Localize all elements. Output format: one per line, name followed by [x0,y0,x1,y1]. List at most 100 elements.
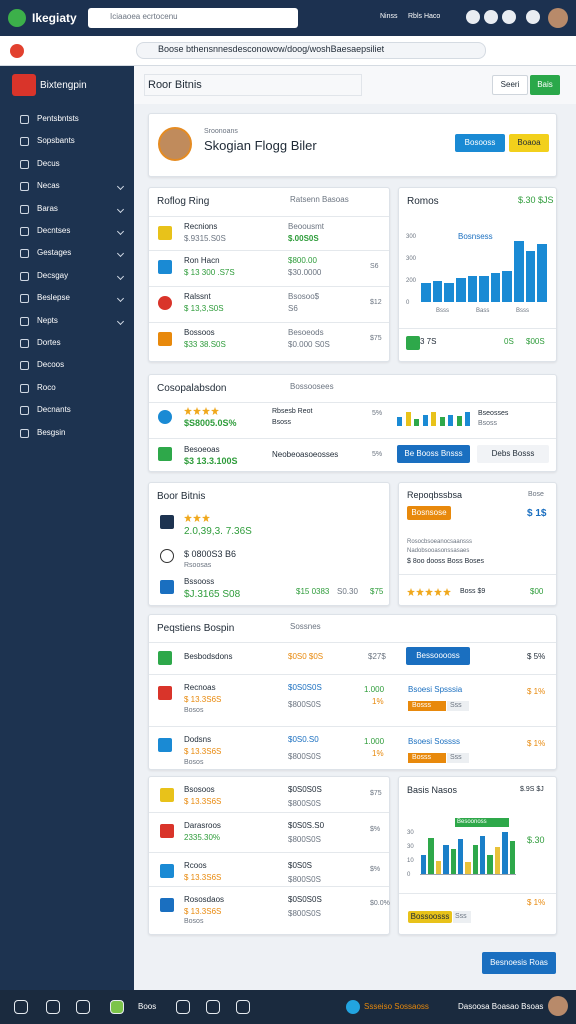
taskbar-icon[interactable] [110,1000,124,1014]
app-name: Ikegiaty [32,11,77,25]
chart-footer: $00S [526,337,545,346]
nav-item[interactable]: Beslepse [37,293,70,303]
taskbar-icon[interactable] [76,1000,90,1014]
button-label[interactable]: Bosooss [464,137,496,147]
report-value: $ 1$ [527,508,547,519]
nav-icon[interactable] [20,271,29,281]
taskbar-icon[interactable] [346,1000,360,1014]
search-box[interactable] [88,8,298,28]
toolbar-icon[interactable] [526,10,540,24]
button[interactable] [455,134,505,152]
nav-icon[interactable] [20,428,29,438]
taskbar-label[interactable]: Boos [138,1002,157,1011]
nav-item[interactable]: Baras [37,203,58,213]
avatar[interactable] [548,8,568,28]
button-label[interactable]: Bosnsose [411,507,447,517]
nav-item[interactable]: Decsgay [37,270,69,280]
button[interactable] [406,647,470,665]
taskbar-label[interactable]: Dasoosa Boasao Bsoas [458,1002,544,1011]
button[interactable] [492,75,528,95]
nav-icon[interactable] [20,137,29,147]
button-label[interactable]: Debs Bosss [491,448,535,458]
row-count: 1.000 [364,737,385,746]
card-link[interactable]: Bose [528,491,544,498]
button[interactable] [397,445,470,463]
divider [149,886,389,887]
icon [160,824,174,838]
star-icon [416,588,424,596]
url-text[interactable]: Boose bthensnnesdesconowow/doog/woshBaes… [158,44,385,54]
button[interactable] [477,445,549,463]
nav-icon[interactable] [20,182,29,192]
row-rate: 1% [372,749,384,758]
button-label[interactable]: Be Booss Bnsss [404,448,463,458]
taskbar-icon[interactable] [14,1000,28,1014]
nav-icon[interactable] [20,339,29,348]
row-side: $75 [370,587,384,596]
toolbar-icon[interactable] [484,10,498,24]
nav-item[interactable]: Decus [37,158,60,168]
row-amount: $J.3165 S08 [184,589,241,600]
nav-icon[interactable] [20,294,29,304]
row-name: Darasroos [184,821,221,830]
taskbar-icon[interactable] [236,1000,250,1014]
button-label[interactable]: Bessooooss [416,650,460,660]
button-label[interactable]: Bais [537,79,553,89]
primary-button-label[interactable]: Besnoesis Roas [490,957,548,967]
nav-icon[interactable] [20,316,29,326]
nav-item[interactable]: Nepts [37,315,58,325]
page-title: Roor Bitnis [148,79,202,91]
toolbar-icon[interactable] [466,10,480,24]
nav-item[interactable]: Besgsin [37,427,66,437]
nav-item[interactable]: Decnants [37,405,71,415]
nav-icon[interactable] [20,227,29,236]
primary-button[interactable] [482,952,556,974]
sidebar [0,66,134,990]
taskbar-icon[interactable] [176,1000,190,1014]
nav-icon[interactable] [20,115,29,124]
nav-item[interactable]: Dortes [37,338,61,347]
avatar[interactable] [548,996,568,1016]
taskbar-label[interactable]: Ssseiso Sossaoss [364,1002,429,1011]
row-detail: $ 13.3S6S [184,747,222,756]
row-label: Rbsesb Reot [272,408,313,415]
tag-label: Bosss [412,754,432,761]
button-label[interactable]: Boaoa [517,137,541,147]
card-title: Romos [407,196,439,207]
url-bar[interactable] [136,42,486,59]
nav-icon[interactable] [20,249,29,259]
row-amount: $0S0S [288,861,313,870]
button[interactable] [509,134,549,152]
row-detail: $33 38.S0S [184,340,226,349]
toolbar-icon[interactable] [502,10,516,24]
button[interactable] [530,75,560,95]
sidebar-title: Bixtengpin [40,80,87,91]
nav-icon[interactable] [20,159,29,169]
profile-photo [158,127,192,161]
row-side: $75 [370,335,382,342]
nav-item[interactable]: Necas [37,181,60,191]
button-label[interactable]: Seeri [500,79,520,89]
taskbar-icon[interactable] [46,1000,60,1014]
button[interactable] [408,911,452,923]
nav-item[interactable]: Pentsbntsts [37,114,79,123]
nav-icon[interactable] [20,361,29,371]
axis-line [420,874,516,875]
nav-item[interactable]: Sopsbants [37,136,75,146]
divider [149,812,389,813]
icon [158,651,172,665]
nav-icon[interactable] [20,383,29,393]
nav-icon[interactable] [20,204,29,214]
nav-item[interactable]: Decntses [37,226,71,235]
button[interactable] [407,506,451,520]
nav-icon[interactable] [20,406,29,416]
taskbar-icon[interactable] [206,1000,220,1014]
card [148,776,390,935]
nav-item[interactable]: Decoos [37,360,65,370]
search-text[interactable]: Iciaaoea ecrtocenu [110,12,178,21]
nav-item[interactable]: Roco [37,382,56,392]
card-subtitle: Ratsenn Basoas [290,195,349,204]
tag [447,701,469,711]
nav-item[interactable]: Gestages [37,248,72,258]
button-label[interactable]: Bossoosss [410,911,450,921]
